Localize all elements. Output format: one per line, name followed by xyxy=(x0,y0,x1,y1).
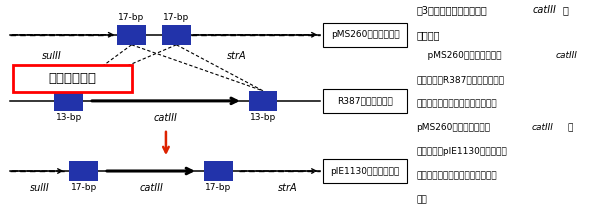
Text: 獲得機構: 獲得機構 xyxy=(416,30,440,40)
Text: 17-bp: 17-bp xyxy=(205,183,231,192)
Text: 獲得して、pIE1130様のプラス: 獲得して、pIE1130様のプラス xyxy=(416,147,507,156)
Text: pMS260様プラスミドが: pMS260様プラスミドが xyxy=(416,123,490,132)
Text: 相同性組換え: 相同性組換え xyxy=(49,72,96,85)
Text: pMS260様プラスミド: pMS260様プラスミド xyxy=(331,30,400,39)
Text: 13-bp: 13-bp xyxy=(56,113,82,122)
Text: catIII: catIII xyxy=(154,113,178,123)
Text: 17-bp: 17-bp xyxy=(71,183,97,192)
Text: を: を xyxy=(567,123,573,132)
Bar xyxy=(204,161,232,181)
Bar xyxy=(323,23,407,47)
Text: catIII: catIII xyxy=(531,123,553,132)
Bar xyxy=(323,159,407,183)
Bar xyxy=(323,89,407,113)
Text: strA: strA xyxy=(278,183,297,193)
Text: strA: strA xyxy=(227,51,247,61)
Bar xyxy=(55,91,83,111)
Text: た。: た。 xyxy=(416,195,426,204)
Text: R387様プラスミド: R387様プラスミド xyxy=(337,96,393,105)
Text: ミドが誕生する可能性が示唆され: ミドが誕生する可能性が示唆され xyxy=(416,171,497,180)
Text: 17-bp: 17-bp xyxy=(119,13,145,22)
Text: 13-bp: 13-bp xyxy=(250,113,276,122)
Bar xyxy=(249,91,277,111)
Text: catIII: catIII xyxy=(533,5,556,15)
Text: catIII: catIII xyxy=(555,51,577,60)
Text: 図3．相同性組換えによる: 図3．相同性組換えによる xyxy=(416,5,487,15)
Bar xyxy=(69,161,98,181)
Text: sulII: sulII xyxy=(41,51,61,61)
Text: 17-bp: 17-bp xyxy=(164,13,189,22)
Text: pMS260様プラスミドと: pMS260様プラスミドと xyxy=(416,51,501,60)
Text: pIE1130様プラスミド: pIE1130様プラスミド xyxy=(331,166,400,176)
Text: sulII: sulII xyxy=(30,183,49,193)
Bar xyxy=(162,25,190,45)
Bar xyxy=(117,25,146,45)
Text: において相同性組換えが起こり、: において相同性組換えが起こり、 xyxy=(416,99,497,108)
Bar xyxy=(13,65,132,92)
Text: catIII: catIII xyxy=(139,183,163,193)
Text: の: の xyxy=(562,5,568,15)
Text: を保有するR387様プラスミド間: を保有するR387様プラスミド間 xyxy=(416,75,504,84)
